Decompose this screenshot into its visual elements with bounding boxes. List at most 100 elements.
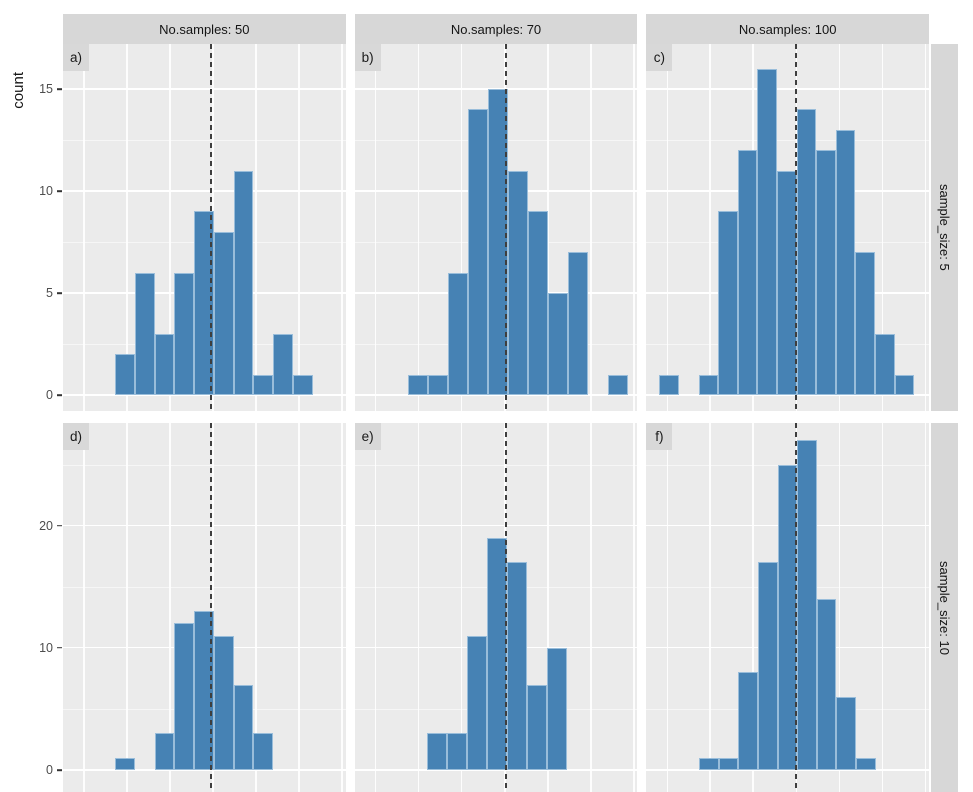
column-strip-label: No.samples: 70 [450,21,542,37]
histogram-bar [233,684,254,771]
gridline-minor [63,586,346,588]
histogram-bar [738,672,759,771]
panel-label-e: e) [354,423,381,450]
column-strip-label: No.samples: 50 [159,21,250,37]
gridline-vertical [924,423,927,792]
gridline-vertical [709,423,712,792]
histogram-bar [547,292,568,395]
y-tick-label: 10 [39,640,53,655]
gridline-vertical [632,44,635,411]
gridline-vertical [752,423,755,792]
column-strip-samples-50: No.samples: 50 [63,14,346,44]
histogram-bar [758,562,778,771]
histogram-bar [427,374,448,395]
histogram-bar [718,211,738,395]
gridline-vertical [126,423,128,792]
histogram-bar [836,696,857,771]
histogram-bar [174,623,195,771]
panel-label-a: a) [63,44,89,71]
histogram-bar [659,374,679,395]
histogram-bar [134,272,155,395]
histogram-bar [699,757,719,771]
mean-dashed-line [505,423,508,792]
gridline-major [354,524,638,527]
histogram-bar [467,109,488,395]
histogram-bar [875,333,895,395]
gridline-vertical [589,423,592,792]
panel-b: b) [354,44,638,411]
histogram-bar [154,733,175,771]
panel-d: d) [63,423,346,792]
gridline-vertical [126,44,128,411]
histogram-bar [213,635,234,771]
histogram-bar [426,733,447,771]
panel-label-c: c) [646,44,673,71]
panel-label-f: f) [646,423,673,450]
gridline-vertical [212,423,214,792]
histogram-bar [253,374,274,395]
gridline-vertical [924,44,927,411]
histogram-bar [816,150,836,395]
histogram-bar [273,333,293,395]
row-strip-label: sample_size: 10 [936,560,952,655]
gridline-vertical [417,423,420,792]
histogram-bar [894,374,915,395]
histogram-bar [194,611,214,771]
gridline-vertical [709,44,712,411]
y-axis-top-row: 0 5 10 15 [0,44,63,411]
column-strip-samples-70: No.samples: 70 [354,14,638,44]
histogram-bar [506,562,527,771]
histogram-bar [466,635,487,771]
y-tick-mark [57,524,62,527]
gridline-major [63,189,346,192]
y-tick-label: 5 [46,285,53,300]
panel-c: c) [646,44,929,411]
gridline-major [354,87,638,90]
gridline-vertical [547,44,549,411]
column-strip-label: No.samples: 100 [738,21,837,37]
gridline-vertical [83,44,85,411]
histogram-bar [174,272,195,395]
gridline-vertical [298,423,300,792]
gridline-vertical [881,44,884,411]
gridline-vertical [374,423,377,792]
y-tick-label: 20 [39,518,53,533]
panel-f: f) [646,423,929,792]
histogram-bar [526,684,547,771]
histogram-bar [446,733,467,771]
panel-label-b: b) [354,44,381,71]
gridline-vertical [460,44,463,411]
gridline-vertical [298,44,300,411]
column-strip-samples-100: No.samples: 100 [646,14,929,44]
gridline-vertical [341,44,343,411]
y-tick-label: 0 [46,387,53,402]
gridline-vertical [169,44,171,411]
gridline-minor [646,139,929,141]
panel-e: e) [354,423,638,792]
row-strip-label: sample_size: 5 [936,184,952,271]
histogram-bar [835,129,856,395]
histogram-bar [233,170,254,395]
gridline-vertical [589,44,592,411]
gridline-major [646,87,929,90]
y-tick-mark [57,647,62,649]
y-tick-mark [57,88,62,90]
histogram-bar [796,109,817,395]
gridline-vertical [83,423,85,792]
histogram-bar [527,211,548,395]
histogram-bar [253,733,274,771]
mean-dashed-line [210,44,213,411]
y-tick-mark [57,394,62,396]
gridline-minor [63,139,346,141]
gridline-vertical [255,423,257,792]
gridline-minor [354,464,638,466]
mean-dashed-line [794,423,797,792]
gridline-vertical [341,423,343,792]
histogram-bar [546,647,568,771]
histogram-bar [718,757,739,771]
panel-label-d: d) [63,423,89,450]
histogram-bar [737,150,758,395]
panel-a: a) [63,44,346,411]
histogram-bar [154,333,175,395]
